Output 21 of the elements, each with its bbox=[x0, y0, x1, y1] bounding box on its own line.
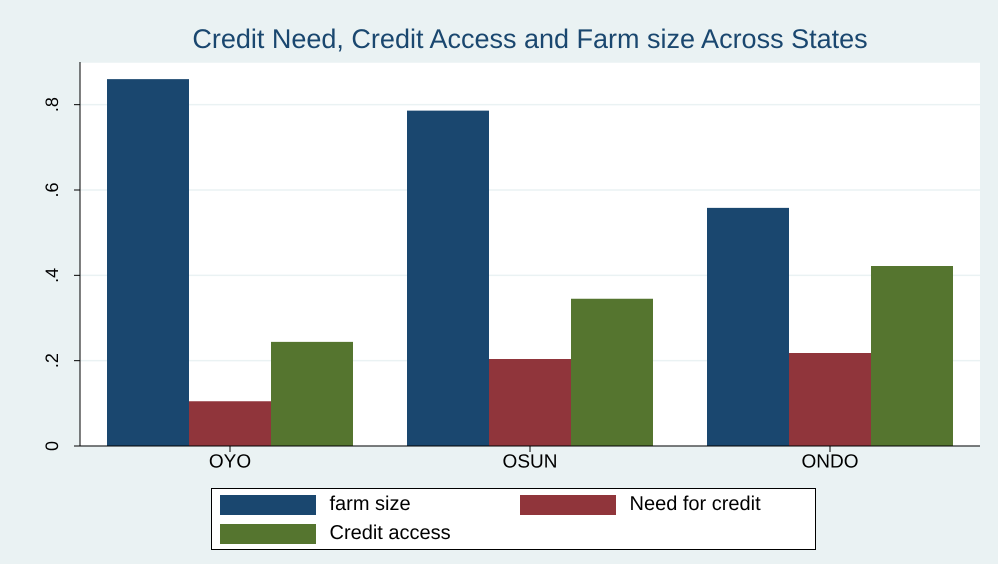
y-tick-label: .2 bbox=[42, 353, 62, 368]
bar bbox=[871, 266, 953, 446]
bar bbox=[407, 110, 489, 446]
bar bbox=[489, 358, 571, 446]
bar bbox=[107, 79, 189, 446]
chart-title: Credit Need, Credit Access and Farm size Across States bbox=[191, 24, 869, 55]
bar bbox=[571, 298, 653, 446]
legend-label: farm size bbox=[330, 493, 411, 516]
y-tick-label: 0 bbox=[42, 440, 62, 452]
x-tick-label: OSUN bbox=[502, 451, 558, 472]
legend-label: Need for credit bbox=[630, 493, 761, 516]
bar bbox=[789, 352, 871, 446]
y-tick-label: .8 bbox=[42, 97, 62, 112]
y-tick-label: .6 bbox=[42, 182, 62, 198]
bar bbox=[189, 401, 271, 446]
bar bbox=[271, 342, 353, 446]
x-tick-label: OYO bbox=[208, 451, 252, 472]
bar bbox=[707, 208, 789, 446]
y-tick-label: .4 bbox=[42, 268, 62, 283]
legend-label: Credit access bbox=[330, 522, 451, 545]
x-tick-label: ONDO bbox=[802, 451, 858, 472]
